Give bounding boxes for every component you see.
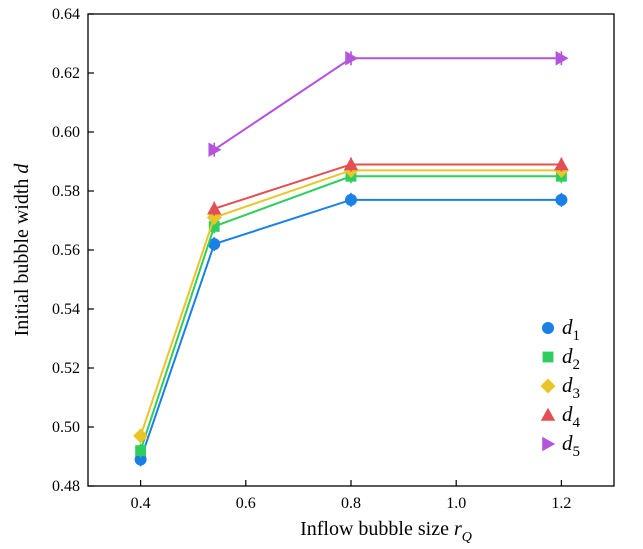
legend-label-5: d5 [562, 431, 580, 460]
y-tick-label: 0.58 [52, 183, 80, 200]
series-1-point [208, 238, 221, 251]
series-2-point [135, 445, 146, 456]
series-2-line [139, 175, 562, 451]
legend-label-2: d2 [562, 344, 580, 373]
y-tick-label: 0.56 [52, 242, 80, 259]
y-tick-label: 0.60 [52, 124, 80, 141]
series-5-line [213, 57, 562, 151]
legend-marker-4 [540, 407, 556, 421]
series-5-point [555, 51, 569, 66]
legend-label-1: d1 [562, 315, 580, 344]
legend-marker-5 [542, 436, 556, 452]
plot-frame [87, 13, 615, 487]
series-5-point [208, 142, 222, 157]
series-4-point [343, 157, 359, 171]
series-2-point [208, 221, 220, 232]
y-axis-label: Initial bubble width d [11, 163, 33, 337]
series-1-point [134, 453, 147, 466]
x-tick-label: 0.4 [131, 495, 151, 512]
series-4-point [554, 157, 569, 171]
ticks-layer: 0.4 0.6 0.8 1.0 1.2 0.48 0.50 0.52 0.54 0.56 0.58 0… [52, 6, 571, 512]
y-tick-label: 0.64 [52, 6, 80, 23]
y-tick-label: 0.50 [52, 419, 80, 436]
x-tick-label: 1.2 [551, 495, 571, 512]
y-tick-label: 0.48 [52, 478, 80, 495]
plot-layer [133, 51, 569, 467]
legend-marker-1 [542, 322, 554, 334]
x-tick-label: 0.8 [341, 495, 361, 512]
series-1-point [555, 193, 568, 206]
x-tick-label: 0.6 [236, 495, 256, 512]
legend-label-3: d3 [562, 373, 580, 402]
legend-marker-3 [540, 378, 556, 394]
legend-marker-2 [542, 351, 554, 363]
legend-label-4: d4 [562, 402, 581, 431]
y-tick-label: 0.62 [52, 65, 80, 82]
series-3-line [139, 169, 562, 437]
x-axis-label: Inflow bubble size rQ [300, 518, 472, 545]
series-3-point [133, 428, 149, 444]
series-1-point [345, 193, 357, 206]
series-4-point [207, 201, 222, 215]
y-tick-label: 0.52 [52, 360, 80, 377]
series-1-line [139, 198, 562, 460]
x-tick-label: 1.0 [446, 495, 466, 512]
series-5-point [345, 51, 359, 66]
y-tick-label: 0.54 [52, 301, 80, 318]
